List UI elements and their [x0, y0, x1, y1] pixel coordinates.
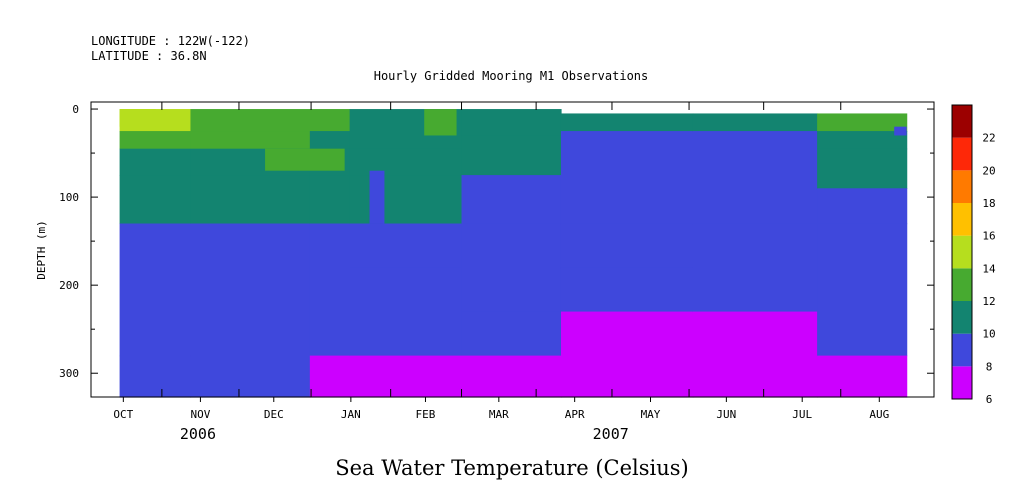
heatmap-patch [265, 148, 345, 171]
heatmap-cell [692, 355, 818, 398]
x-month-label: MAR [489, 408, 509, 421]
x-month-label: MAY [641, 408, 661, 421]
heatmap-cell [349, 175, 463, 225]
y-tick-label: 0 [72, 103, 79, 116]
colorbar-swatch [952, 333, 972, 367]
heatmap-cell [461, 109, 562, 137]
colorbar-frame [951, 104, 973, 400]
y-tick-label: 300 [59, 367, 79, 380]
heatmap-cell [190, 223, 311, 357]
heatmap-cell [461, 175, 562, 225]
x-month-label: DEC [264, 408, 284, 421]
x-month-label: JUL [792, 408, 812, 421]
chart-subtitle: Hourly Gridded Mooring M1 Observations [374, 69, 649, 83]
heatmap-patch [894, 126, 907, 136]
heatmap-cell [461, 135, 562, 176]
colorbar-swatch [952, 137, 972, 171]
heatmap-cell [461, 355, 562, 398]
heatmap-cell [692, 311, 818, 357]
heatmap-cell [817, 188, 908, 225]
heatmap-cell [817, 131, 908, 150]
colorbar-label: 10 [982, 328, 995, 341]
colorbar-label: 12 [982, 295, 995, 308]
heatmap-cell [309, 131, 351, 150]
y-axis-label: DEPTH (m) [35, 220, 48, 280]
heatmap-cell [817, 113, 908, 132]
heatmap-patch [369, 170, 385, 224]
heatmap-cell [560, 311, 694, 357]
colorbar-swatch [952, 268, 972, 301]
heatmap-cell [190, 355, 311, 398]
heatmap-cell [560, 113, 694, 132]
x-year-label: 2007 [593, 425, 629, 443]
heatmap-cell [817, 355, 908, 398]
heatmap-cell [349, 355, 463, 398]
heatmap-cell [119, 355, 192, 398]
heatmap-cell [817, 148, 908, 189]
latitude-label: LATITUDE : 36.8N [91, 49, 207, 63]
longitude-label: LONGITUDE : 122W(-122) [91, 34, 250, 48]
plot-frame [90, 101, 935, 398]
colorbar-label: 6 [986, 393, 993, 406]
y-tick-label: 100 [59, 191, 79, 204]
x-month-label: JAN [341, 408, 361, 421]
colorbar-label: 18 [982, 197, 995, 210]
heatmap-cell [190, 109, 311, 132]
colorbar-swatch [952, 105, 972, 138]
x-month-label: JUN [716, 408, 736, 421]
heatmap-cell [692, 131, 818, 225]
heatmap-cell [461, 311, 562, 357]
x-month-label: OCT [113, 408, 133, 421]
heatmap-cell [560, 355, 694, 398]
heatmap-cell [190, 131, 311, 150]
heatmap-cell [817, 223, 908, 357]
heatmap-cell [560, 131, 694, 225]
heatmap-cell [349, 148, 463, 176]
heatmap-patch [424, 109, 457, 136]
heatmap-patch [119, 109, 156, 127]
x-year-label: 2006 [180, 425, 216, 443]
x-month-label: APR [565, 408, 585, 421]
heatmap-area [119, 109, 908, 398]
heatmap-cell [119, 223, 192, 357]
x-month-label: AUG [869, 408, 889, 421]
axes: OCT NOV DEC JAN FEB MAR APR MAY JUN JUL AUG 2006 200… [59, 102, 934, 443]
colorbar-swatch [952, 301, 972, 334]
colorbar-swatch [952, 366, 972, 399]
colorbar-label: 14 [982, 262, 996, 275]
heatmap-cell [309, 109, 351, 132]
heatmap-cell [692, 113, 818, 132]
heatmap-cell [119, 175, 192, 225]
heatmap-cell [461, 223, 562, 313]
chart-title: Sea Water Temperature (Celsius) [335, 456, 689, 480]
heatmap-cell [119, 148, 192, 176]
heatmap-cell [692, 223, 818, 313]
x-month-label: FEB [416, 408, 436, 421]
colorbar-label: 16 [982, 230, 995, 243]
colorbar-label: 20 [982, 164, 995, 177]
heatmap-cell [309, 355, 351, 398]
y-tick-label: 200 [59, 279, 79, 292]
heatmap-cell [190, 175, 311, 225]
heatmap-cell [309, 223, 351, 357]
colorbar-label: 8 [986, 360, 993, 373]
heatmap-cell [309, 175, 351, 225]
colorbar: 6 8 10 12 14 16 18 20 22 [951, 104, 996, 406]
colorbar-swatch [952, 235, 972, 269]
heatmap-cell [119, 131, 192, 150]
colorbar-swatch [952, 203, 972, 236]
colorbar-swatch [952, 170, 972, 203]
heatmap-cell [349, 223, 463, 269]
x-month-label: NOV [190, 408, 210, 421]
heatmap-cell [560, 267, 694, 313]
colorbar-label: 22 [982, 132, 995, 145]
heatmap-cell [349, 267, 463, 357]
heatmap-cell [560, 223, 694, 269]
